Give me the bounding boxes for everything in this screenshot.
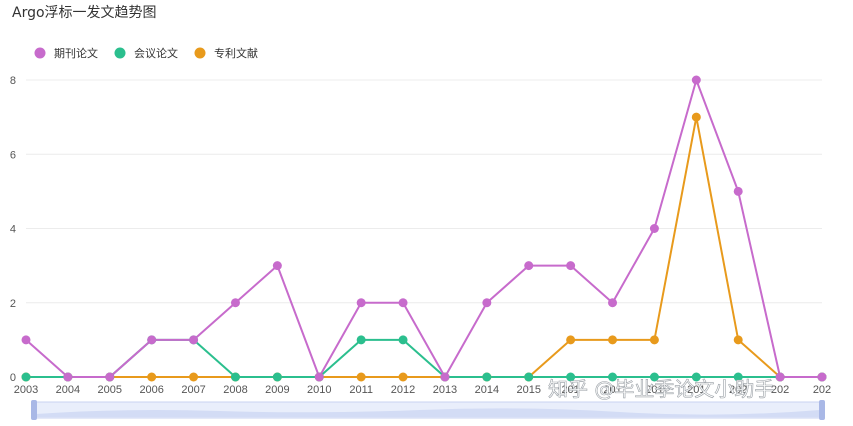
legend-label[interactable]: 会议论文 [134, 46, 178, 60]
data-point[interactable] [649, 372, 659, 382]
data-point[interactable] [691, 75, 701, 85]
data-point[interactable] [649, 224, 659, 233]
x-tick-label: 202 [813, 384, 831, 396]
data-point[interactable] [733, 335, 743, 345]
data-point[interactable] [775, 372, 785, 382]
series-line-0 [25, 79, 822, 378]
zoom-handle-right[interactable] [819, 400, 825, 420]
x-tick-label: 2011 [349, 384, 373, 396]
x-tick-label: 2005 [98, 384, 122, 396]
data-point[interactable] [817, 372, 827, 382]
x-tick-label: 201 [561, 384, 579, 396]
x-tick-label: 2015 [516, 384, 540, 396]
data-point[interactable] [608, 298, 618, 308]
y-tick-label: 8 [10, 75, 16, 87]
data-point[interactable] [524, 372, 534, 382]
data-point[interactable] [63, 372, 73, 382]
data-point[interactable] [272, 261, 282, 271]
legend-marker[interactable] [34, 47, 46, 59]
data-point[interactable] [147, 372, 157, 382]
data-point[interactable] [691, 372, 701, 382]
data-point[interactable] [733, 186, 743, 196]
data-point[interactable] [566, 335, 576, 345]
data-point[interactable] [21, 335, 31, 345]
data-point[interactable] [356, 335, 366, 345]
data-point[interactable] [356, 372, 366, 382]
data-point[interactable] [608, 335, 618, 345]
x-tick-label: 2008 [223, 384, 247, 396]
data-point[interactable] [356, 298, 366, 308]
data-point[interactable] [189, 335, 199, 345]
data-point[interactable] [566, 261, 576, 271]
data-point[interactable] [314, 372, 324, 382]
x-tick-label: 2010 [307, 384, 331, 396]
y-tick-label: 2 [10, 298, 16, 310]
data-point[interactable] [524, 261, 534, 271]
x-tick-label: 2004 [56, 384, 80, 396]
data-point[interactable] [649, 335, 659, 345]
x-tick-label: 2012 [391, 384, 415, 396]
legend-marker[interactable] [114, 47, 126, 59]
x-tick-label: 2013 [433, 384, 457, 396]
data-point[interactable] [608, 372, 618, 382]
data-point[interactable] [147, 335, 157, 345]
data-point[interactable] [398, 335, 408, 345]
y-tick-label: 6 [10, 149, 16, 161]
x-tick-label: 2007 [181, 384, 205, 396]
x-tick-label: 201 [687, 384, 705, 396]
data-point[interactable] [272, 372, 282, 382]
zoom-slider-preview [36, 408, 820, 417]
legend-marker[interactable] [194, 47, 206, 59]
legend-label[interactable]: 专利文献 [214, 46, 258, 60]
data-point[interactable] [482, 298, 492, 308]
x-tick-label: 2009 [265, 384, 289, 396]
data-point[interactable] [105, 372, 115, 382]
x-tick-label: 201 [603, 384, 621, 396]
x-tick-label: 202 [729, 384, 747, 396]
chart-title: Argo浮标一发文趋势图 [12, 5, 157, 21]
x-tick-label: 2014 [475, 384, 499, 396]
x-tick-label: 2003 [14, 384, 38, 396]
data-point[interactable] [398, 298, 408, 308]
data-point[interactable] [230, 298, 240, 308]
watermark-text: 知乎 @毕业季论文小助手 [548, 377, 774, 401]
legend-label[interactable]: 期刊论文 [54, 46, 98, 60]
y-tick-label: 4 [10, 224, 16, 236]
data-point[interactable] [566, 372, 576, 382]
data-point[interactable] [440, 372, 450, 382]
y-tick-label: 0 [10, 372, 16, 384]
series-line-2 [26, 116, 822, 378]
data-point[interactable] [482, 372, 492, 382]
data-point[interactable] [691, 112, 701, 122]
zoom-handle-left[interactable] [31, 400, 37, 420]
data-point[interactable] [398, 372, 408, 382]
x-tick-label: 2006 [139, 384, 163, 396]
data-point[interactable] [733, 372, 743, 382]
data-point[interactable] [189, 372, 199, 382]
data-point[interactable] [21, 372, 31, 382]
x-tick-label: 201 [645, 384, 663, 396]
data-point[interactable] [230, 372, 240, 382]
x-tick-label: 202 [771, 384, 789, 396]
